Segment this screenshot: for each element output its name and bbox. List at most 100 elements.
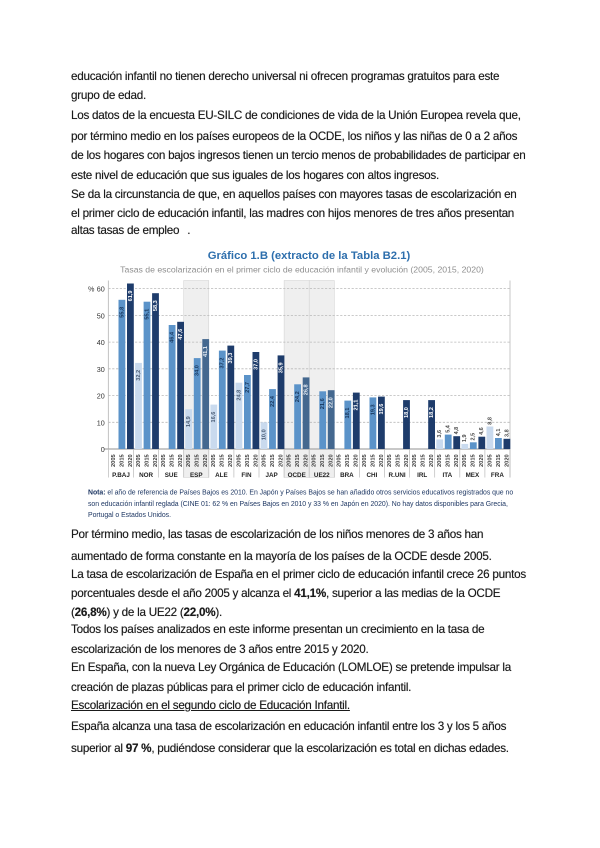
svg-text:1,9: 1,9 [462,434,468,442]
svg-text:UE22: UE22 [314,472,330,479]
svg-text:2020: 2020 [429,454,435,467]
svg-text:Tasas de escolarización en el: Tasas de escolarización en el primer cic… [120,265,484,275]
svg-text:2005: 2005 [362,454,368,467]
svg-text:5,4: 5,4 [446,424,452,433]
svg-text:18,2: 18,2 [429,407,435,418]
svg-text:2015: 2015 [195,454,201,467]
svg-text:2020: 2020 [304,454,310,467]
svg-text:2020: 2020 [153,454,159,467]
svg-text:P.BAJ: P.BAJ [112,472,130,479]
svg-text:10: 10 [97,418,105,427]
svg-text:2020: 2020 [128,454,134,467]
svg-text:%: % [88,285,95,294]
svg-text:39,3: 39,3 [228,353,234,364]
svg-text:2005: 2005 [236,454,242,467]
svg-text:2020: 2020 [354,454,360,467]
svg-text:2015: 2015 [345,454,351,467]
svg-text:60: 60 [97,285,105,294]
svg-text:37,0: 37,0 [253,359,259,370]
svg-text:2020: 2020 [479,454,485,467]
svg-text:OCDE: OCDE [288,472,306,479]
svg-text:2020: 2020 [178,454,184,467]
svg-text:2005: 2005 [211,454,217,467]
svg-text:2015: 2015 [370,454,376,467]
svg-text:2015: 2015 [471,454,477,467]
svg-text:BRA: BRA [340,472,354,479]
svg-text:2015: 2015 [170,454,176,467]
svg-text:34,0: 34,0 [195,365,201,376]
svg-text:18,1: 18,1 [345,408,351,419]
svg-text:2005: 2005 [287,454,293,467]
svg-text:19,3: 19,3 [370,404,376,415]
svg-text:24,8: 24,8 [236,390,242,401]
svg-text:30: 30 [97,365,105,374]
svg-text:24,2: 24,2 [295,391,301,402]
svg-text:20: 20 [97,392,105,401]
svg-text:FIN: FIN [241,472,252,479]
svg-text:61,9: 61,9 [128,291,134,302]
svg-text:CHI: CHI [366,472,377,479]
svg-text:ALE: ALE [215,472,228,479]
svg-text:55,8: 55,8 [119,307,125,318]
svg-text:2005: 2005 [186,454,192,467]
svg-text:35,9: 35,9 [278,362,284,373]
svg-text:2020: 2020 [253,454,259,467]
svg-text:40: 40 [97,338,105,347]
svg-text:0: 0 [101,445,105,454]
svg-text:22,0: 22,0 [329,397,335,408]
svg-text:47,6: 47,6 [178,329,184,340]
svg-text:2005: 2005 [487,454,493,467]
svg-text:3,8: 3,8 [504,429,510,437]
svg-text:2015: 2015 [220,454,226,467]
svg-text:2005: 2005 [261,454,267,467]
svg-text:2020: 2020 [379,454,385,467]
svg-text:2015: 2015 [320,454,326,467]
svg-text:R.UNI: R.UNI [389,472,406,479]
svg-text:2015: 2015 [119,454,125,467]
svg-text:27,7: 27,7 [245,382,251,393]
svg-text:2015: 2015 [421,454,427,467]
svg-text:21,1: 21,1 [354,400,360,411]
svg-text:2005: 2005 [136,454,142,467]
svg-text:2,5: 2,5 [471,433,477,441]
svg-text:Nota: el año de referencia de: Nota: el año de referencia de Países Baj… [88,490,513,497]
svg-text:son educación infantil reglada: son educación infantil reglada (CINE 01:… [88,501,508,508]
svg-text:22,4: 22,4 [270,395,276,407]
svg-text:10,0: 10,0 [261,429,267,440]
svg-text:ESP: ESP [190,472,203,479]
svg-text:2020: 2020 [454,454,460,467]
svg-text:2005: 2005 [437,454,443,467]
svg-text:Portugal o Estados Unidos.: Portugal o Estados Unidos. [88,512,171,519]
svg-text:2005: 2005 [387,454,393,467]
svg-text:IRL: IRL [417,472,427,479]
svg-text:NOR: NOR [139,472,153,479]
svg-text:50: 50 [97,311,105,320]
svg-text:MEX: MEX [466,472,480,479]
svg-text:8,8: 8,8 [487,417,493,425]
svg-text:FRA: FRA [491,472,504,479]
svg-text:2020: 2020 [203,454,209,467]
svg-text:46,4: 46,4 [170,331,176,343]
svg-text:18,0: 18,0 [404,407,410,418]
svg-text:JAP: JAP [265,472,277,479]
svg-text:SUE: SUE [165,472,178,479]
svg-text:ITA: ITA [442,472,452,479]
svg-text:2015: 2015 [446,454,452,467]
svg-text:2020: 2020 [329,454,335,467]
svg-text:21,6: 21,6 [320,398,326,409]
svg-text:19,6: 19,6 [379,404,385,415]
svg-text:4,6: 4,6 [479,427,485,435]
svg-text:2015: 2015 [270,454,276,467]
svg-text:37,2: 37,2 [220,358,226,369]
svg-text:2015: 2015 [295,454,301,467]
svg-text:3,6: 3,6 [437,430,443,438]
svg-text:16,6: 16,6 [211,412,217,423]
svg-text:2020: 2020 [228,454,234,467]
svg-text:2005: 2005 [111,454,117,467]
svg-text:2005: 2005 [337,454,343,467]
svg-text:2020: 2020 [278,454,284,467]
svg-text:32,2: 32,2 [136,370,142,381]
svg-text:2005: 2005 [312,454,318,467]
svg-text:26,8: 26,8 [304,384,310,395]
svg-text:2020: 2020 [404,454,410,467]
